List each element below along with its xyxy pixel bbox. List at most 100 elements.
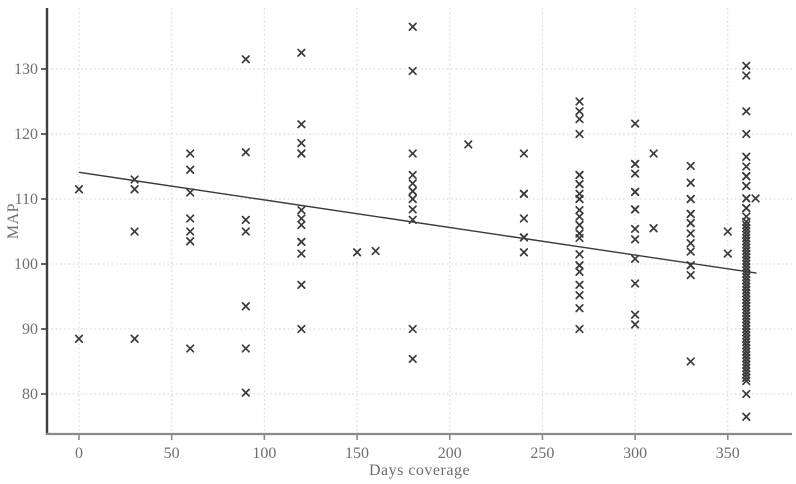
data-point-marker — [575, 179, 584, 189]
data-point-marker — [630, 320, 640, 329]
data-point-marker — [241, 55, 250, 64]
data-point-marker — [408, 170, 417, 180]
data-point-marker — [630, 310, 640, 319]
data-point-marker — [630, 119, 640, 128]
data-point-marker — [742, 181, 751, 191]
data-point-marker — [686, 357, 695, 366]
data-point-marker — [186, 227, 195, 236]
data-point-marker — [742, 203, 751, 213]
data-point-marker — [686, 218, 695, 228]
data-point-marker — [575, 267, 584, 276]
data-point-marker — [575, 97, 584, 106]
data-point-marker — [186, 214, 195, 223]
data-point-marker — [408, 324, 417, 334]
data-point-marker — [723, 227, 732, 236]
data-point-marker — [630, 254, 640, 263]
data-point-marker — [297, 48, 306, 57]
data-point-marker — [575, 205, 584, 215]
data-point-marker — [297, 220, 306, 230]
data-point-marker — [686, 178, 695, 187]
y-tick-label: 130 — [14, 61, 38, 78]
data-point-marker — [742, 172, 751, 181]
data-point-marker — [130, 334, 139, 343]
x-tick-label: 350 — [716, 445, 740, 462]
data-point-marker — [241, 344, 250, 353]
data-point-marker — [686, 261, 695, 270]
y-tick-label: 80 — [22, 386, 38, 403]
data-point-marker — [297, 138, 306, 148]
y-tick-label: 90 — [22, 321, 38, 338]
data-point-marker — [686, 229, 695, 238]
data-point-marker — [408, 205, 417, 214]
data-point-marker — [186, 237, 195, 246]
data-point-marker — [408, 215, 417, 224]
y-tick-label: 100 — [14, 256, 38, 273]
data-point-marker — [241, 215, 250, 224]
data-point-marker — [742, 152, 751, 161]
data-point-marker — [686, 194, 695, 204]
data-point-marker — [297, 249, 306, 258]
data-point-marker — [74, 185, 84, 194]
data-point-marker — [686, 161, 695, 171]
y-tick-label: 110 — [15, 191, 38, 208]
data-point-marker — [130, 185, 139, 194]
data-point-marker — [297, 324, 306, 334]
data-point-marker — [630, 169, 640, 178]
data-point-marker — [519, 233, 529, 242]
data-point-marker — [408, 149, 417, 158]
data-point-marker — [241, 227, 250, 236]
data-point-marker — [241, 388, 250, 397]
data-point-marker — [686, 239, 695, 248]
data-point-marker — [130, 227, 139, 236]
axis-ticks: 0 50 100 150 200 250 300 350 80 90 100 110 120 130 — [14, 61, 740, 462]
x-tick-label: 0 — [75, 445, 83, 462]
data-point-marker — [742, 376, 751, 386]
data-point-marker — [575, 129, 584, 139]
data-point-marker — [742, 162, 751, 171]
data-point-marker — [575, 324, 584, 334]
data-point-marker — [371, 246, 380, 256]
data-point-marker — [241, 148, 250, 157]
data-point-marker — [723, 249, 732, 258]
data-point-marker — [519, 248, 529, 257]
data-point-marker — [686, 247, 695, 256]
data-point-marker — [186, 188, 195, 197]
data-point-marker — [742, 71, 751, 80]
trend-line — [78, 171, 757, 274]
data-point-marker — [575, 233, 584, 243]
data-point-marker — [408, 66, 417, 76]
data-point-marker — [575, 291, 584, 300]
data-point-marker — [686, 270, 695, 280]
data-point-marker — [742, 389, 751, 399]
data-point-marker — [575, 170, 584, 180]
data-point-marker — [751, 194, 760, 203]
data-point-marker — [297, 120, 306, 129]
x-tick-label: 50 — [164, 445, 180, 462]
data-point-marker — [408, 354, 417, 364]
data-point-marker — [408, 187, 417, 196]
data-point-marker — [630, 224, 640, 234]
gridlines — [47, 8, 792, 434]
data-point-marker — [519, 214, 529, 223]
data-point-marker — [408, 22, 417, 31]
data-point-marker — [297, 214, 306, 223]
data-point-marker — [742, 129, 751, 139]
data-point-marker — [297, 149, 306, 158]
data-point-marker — [464, 140, 473, 149]
data-point-marker — [575, 261, 584, 270]
data-point-marker — [742, 107, 751, 116]
x-tick-label: 250 — [530, 445, 554, 462]
data-point-marker — [186, 165, 195, 174]
data-points — [74, 22, 760, 421]
x-tick-label: 300 — [623, 445, 647, 462]
data-point-marker — [519, 149, 529, 158]
data-point-marker — [649, 149, 658, 158]
data-point-marker — [575, 304, 584, 313]
data-point-marker — [575, 114, 584, 124]
data-point-marker — [575, 220, 584, 230]
data-point-marker — [297, 280, 306, 289]
data-point-marker — [519, 189, 529, 198]
data-point-marker — [630, 159, 640, 169]
